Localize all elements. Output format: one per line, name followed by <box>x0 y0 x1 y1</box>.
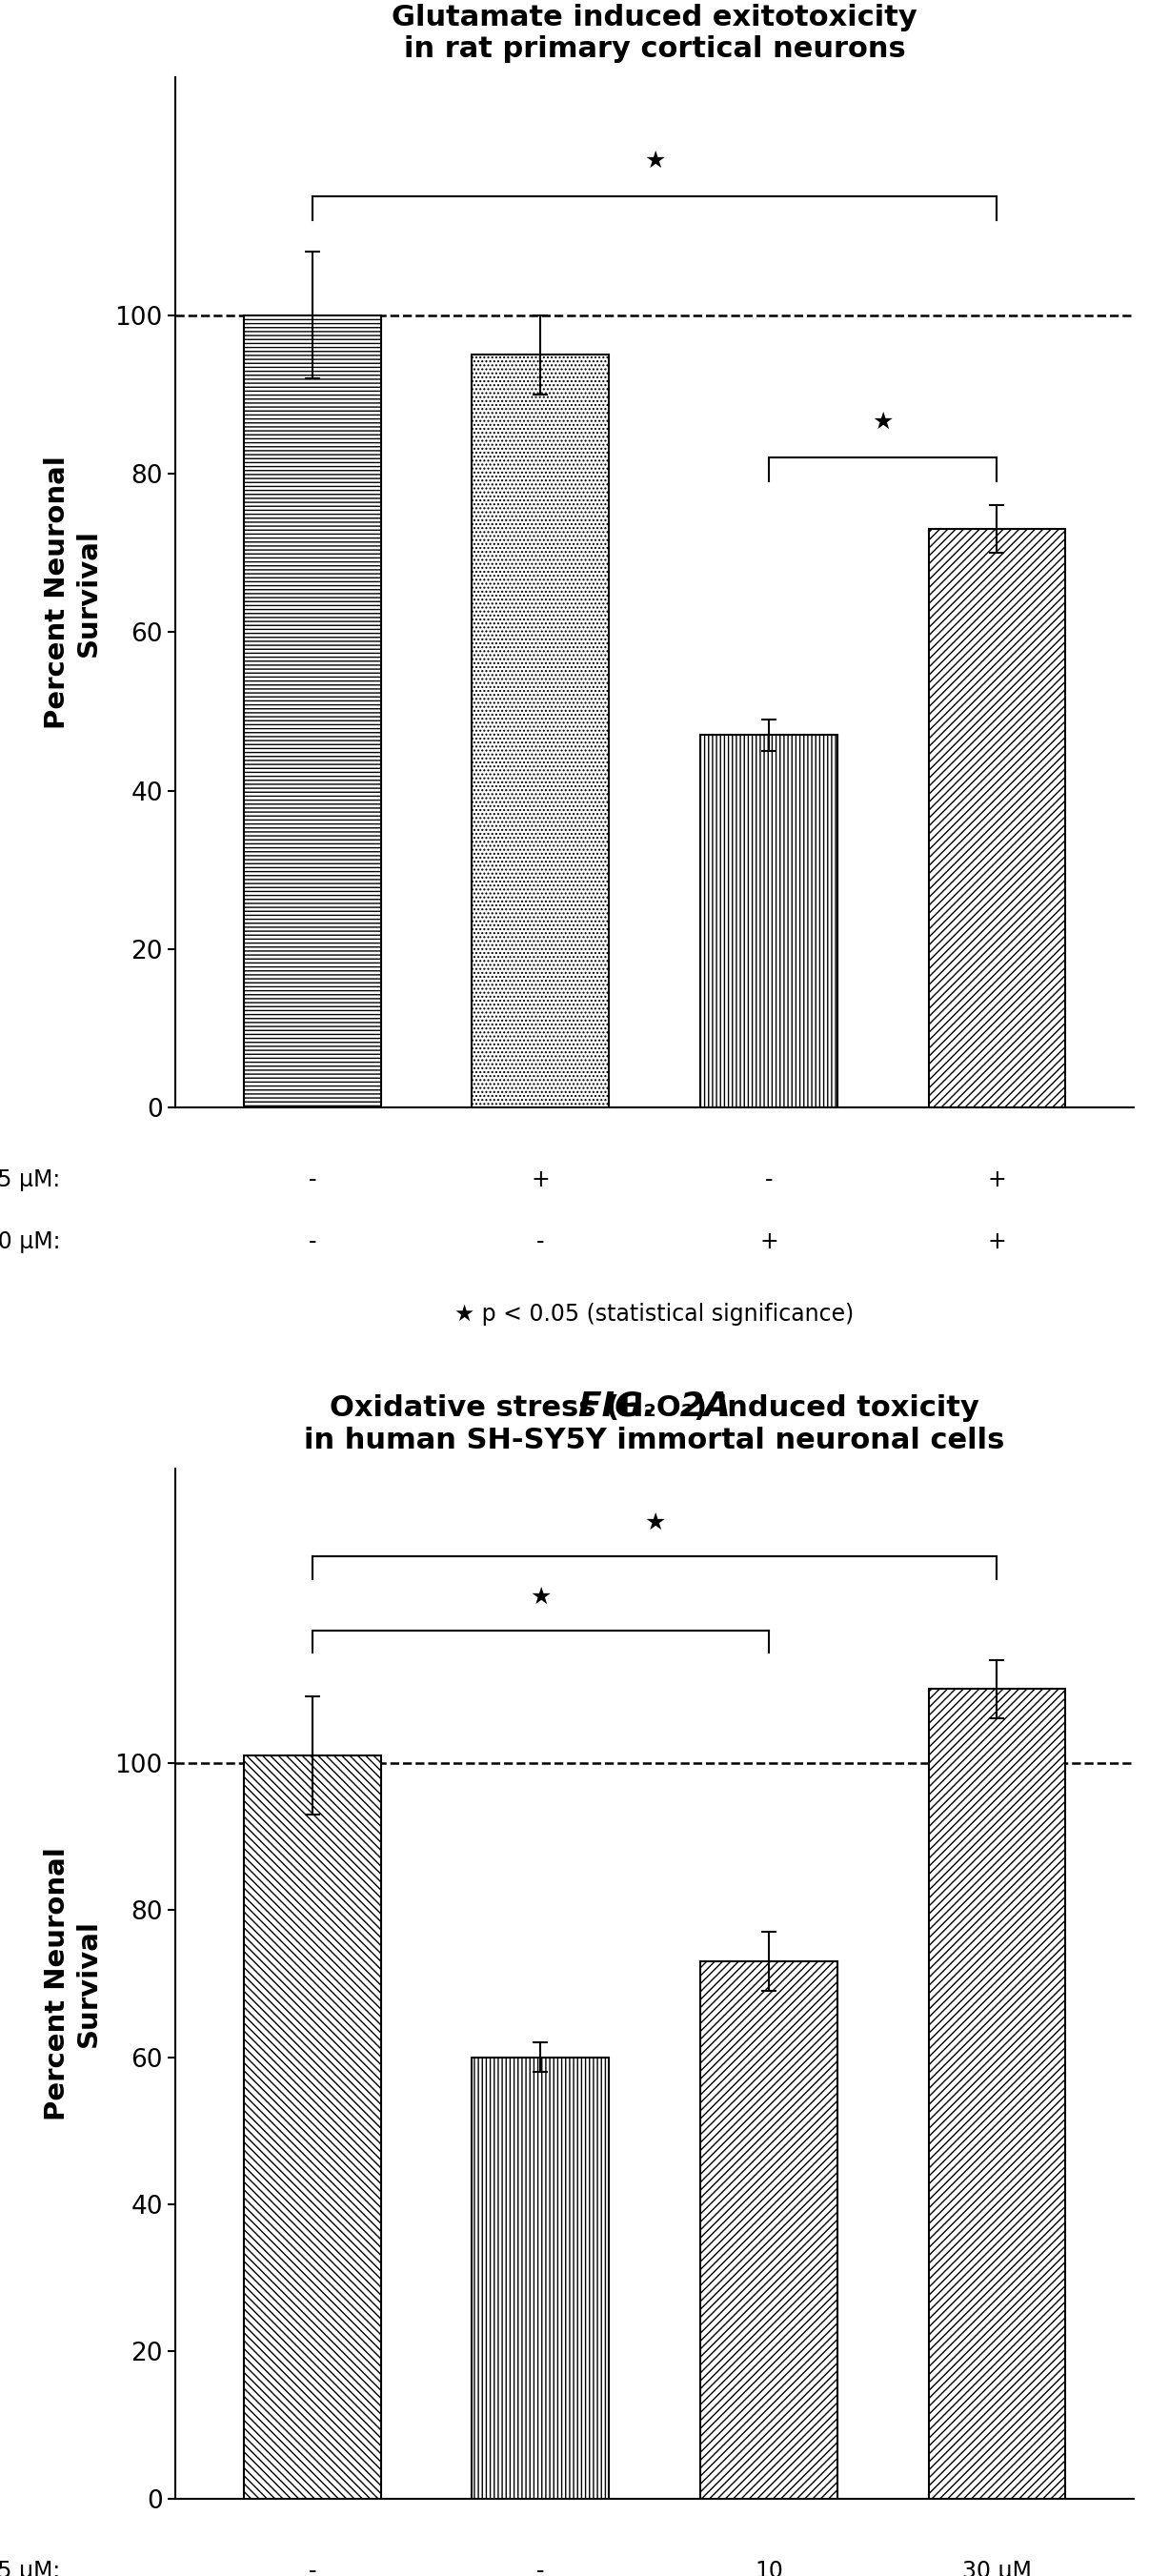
Text: +: + <box>531 1170 549 1190</box>
Bar <box>928 528 1065 1108</box>
Y-axis label: Percent Neuronal
Survival: Percent Neuronal Survival <box>44 456 102 729</box>
Text: ★: ★ <box>644 1512 665 1535</box>
Text: -: - <box>309 2561 317 2576</box>
Text: -: - <box>309 1231 317 1252</box>
Bar <box>928 1690 1065 2499</box>
Bar <box>244 314 381 1108</box>
Bar <box>244 1754 381 2499</box>
Text: -: - <box>537 1231 545 1252</box>
Text: -: - <box>537 2561 545 2576</box>
Bar <box>700 734 837 1108</box>
Title: Oxidative stress (H₂O₂) induced toxicity
in human SH-SY5Y immortal neuronal cell: Oxidative stress (H₂O₂) induced toxicity… <box>304 1394 1005 1455</box>
Text: 10: 10 <box>754 2561 783 2576</box>
Text: 30 μM: 30 μM <box>962 2561 1032 2576</box>
Text: (-)-Phenserine 5 μM:: (-)-Phenserine 5 μM: <box>0 2561 61 2576</box>
Text: -: - <box>765 1170 773 1190</box>
Text: +: + <box>988 1231 1007 1252</box>
Text: (-)-Phenserine 5 μM:: (-)-Phenserine 5 μM: <box>0 1170 61 1190</box>
Bar <box>472 2058 609 2499</box>
Text: ★: ★ <box>872 412 893 433</box>
Bar <box>700 1960 837 2499</box>
Title: Glutamate induced exitotoxicity
in rat primary cortical neurons: Glutamate induced exitotoxicity in rat p… <box>392 3 918 64</box>
Text: ★: ★ <box>530 1584 551 1607</box>
Text: FIG.  2A: FIG. 2A <box>579 1391 731 1422</box>
Text: -: - <box>309 1170 317 1190</box>
Y-axis label: Percent Neuronal
Survival: Percent Neuronal Survival <box>44 1847 102 2120</box>
Text: Glutamate 50 μM:: Glutamate 50 μM: <box>0 1231 61 1252</box>
Bar <box>472 355 609 1108</box>
Text: ★ p < 0.05 (statistical significance): ★ p < 0.05 (statistical significance) <box>455 1303 855 1324</box>
Text: +: + <box>760 1231 779 1252</box>
Text: +: + <box>988 1170 1007 1190</box>
Text: ★: ★ <box>644 149 665 173</box>
